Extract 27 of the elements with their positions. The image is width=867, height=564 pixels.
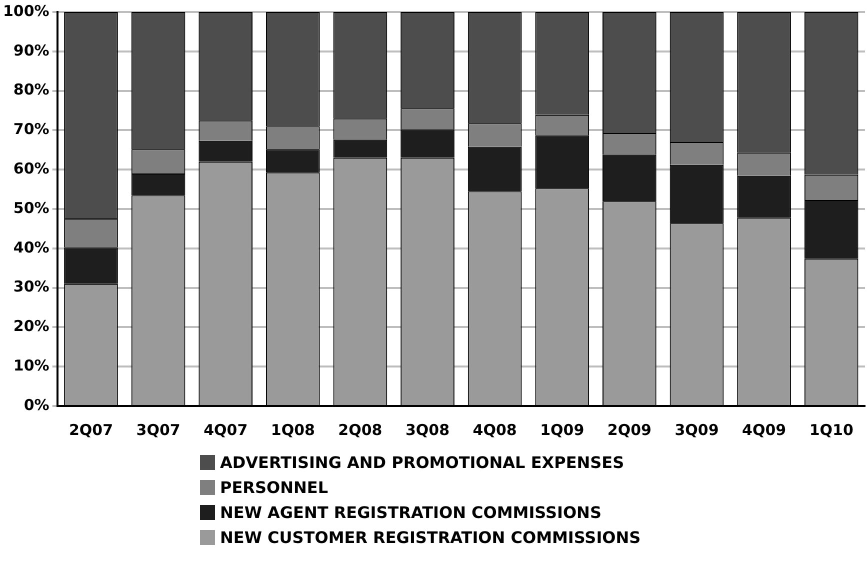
legend-label: NEW AGENT REGISTRATION COMMISSIONS [220,503,602,522]
x-tick-label: 1Q09 [540,420,584,439]
y-tick-label: 0% [24,396,50,414]
y-tick-label: 80% [13,80,50,99]
legend-label: ADVERTISING AND PROMOTIONAL EXPENSES [220,453,624,472]
x-tick-label: 3Q08 [405,420,450,439]
y-tick-label: 30% [13,278,50,296]
legend-label: NEW CUSTOMER REGISTRATION COMMISSIONS [220,528,641,547]
y-tick-label: 20% [13,317,50,336]
y-tick-label: 10% [13,356,50,374]
x-tick-label: 1Q10 [809,420,854,439]
x-tick-label: 3Q07 [136,420,180,439]
x-tick-label: 4Q08 [472,420,517,439]
x-tick-label: 4Q07 [204,420,248,439]
x-tick-label: 4Q09 [742,420,786,439]
x-tick-label: 2Q09 [607,420,652,439]
y-tick-label: 50% [13,198,50,217]
y-tick-label: 70% [13,120,50,138]
y-tick-label: 60% [13,159,50,178]
y-tick-label: 100% [2,2,50,20]
x-tick-label: 2Q07 [68,420,114,439]
x-tick-label: 2Q08 [338,420,382,439]
x-tick-label: 1Q08 [270,420,315,439]
x-tick-label: 3Q09 [674,420,719,439]
y-tick-label: 90% [13,41,50,60]
y-tick-label: 40% [13,238,50,256]
legend-label: PERSONNEL [220,478,328,497]
